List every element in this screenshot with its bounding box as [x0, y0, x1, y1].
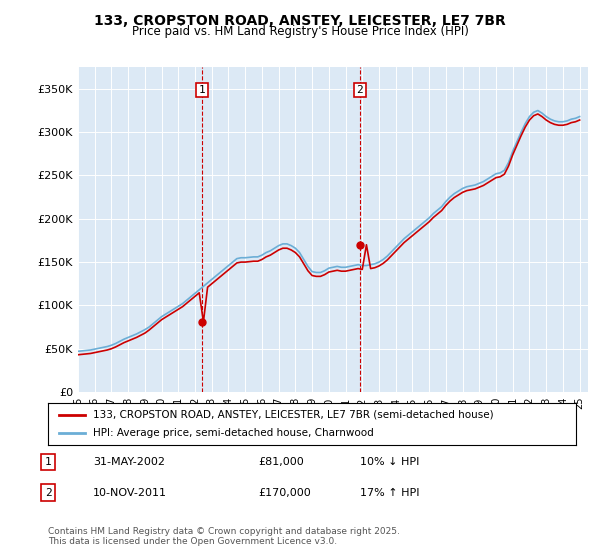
Text: Contains HM Land Registry data © Crown copyright and database right 2025.
This d: Contains HM Land Registry data © Crown c…: [48, 526, 400, 546]
Text: Price paid vs. HM Land Registry's House Price Index (HPI): Price paid vs. HM Land Registry's House …: [131, 25, 469, 38]
Text: 1: 1: [199, 85, 205, 95]
Text: 17% ↑ HPI: 17% ↑ HPI: [360, 488, 419, 498]
Text: 2: 2: [44, 488, 52, 498]
Text: 10% ↓ HPI: 10% ↓ HPI: [360, 457, 419, 467]
Text: 133, CROPSTON ROAD, ANSTEY, LEICESTER, LE7 7BR (semi-detached house): 133, CROPSTON ROAD, ANSTEY, LEICESTER, L…: [93, 410, 494, 420]
Text: HPI: Average price, semi-detached house, Charnwood: HPI: Average price, semi-detached house,…: [93, 428, 374, 438]
Text: 10-NOV-2011: 10-NOV-2011: [93, 488, 167, 498]
Text: 31-MAY-2002: 31-MAY-2002: [93, 457, 165, 467]
Text: 2: 2: [356, 85, 363, 95]
Text: £170,000: £170,000: [258, 488, 311, 498]
Text: £81,000: £81,000: [258, 457, 304, 467]
Text: 133, CROPSTON ROAD, ANSTEY, LEICESTER, LE7 7BR: 133, CROPSTON ROAD, ANSTEY, LEICESTER, L…: [94, 14, 506, 28]
Text: 1: 1: [44, 457, 52, 467]
